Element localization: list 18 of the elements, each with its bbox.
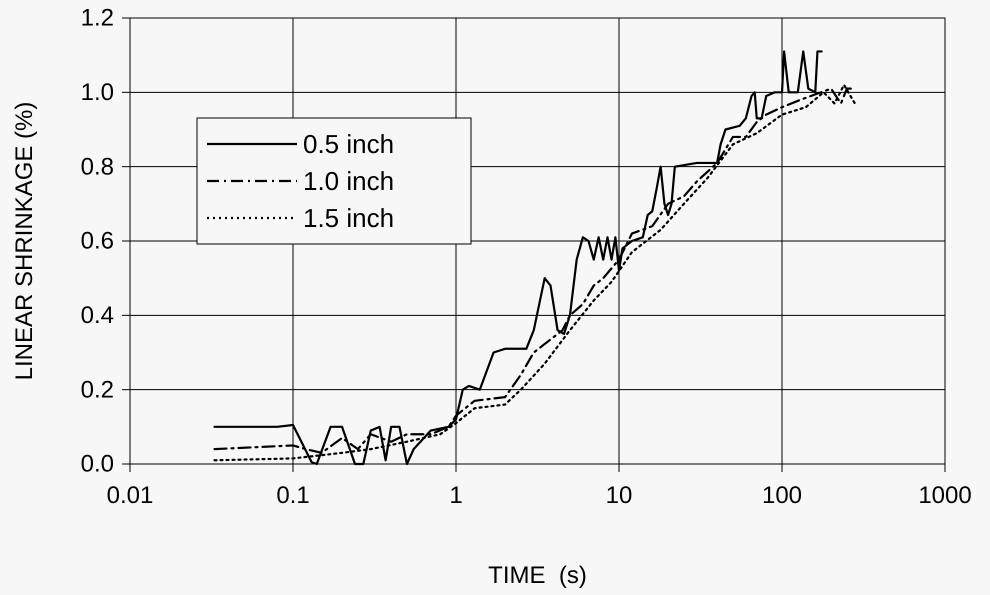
x-tick-label: 1 — [449, 482, 463, 510]
x-tick-label: 10 — [606, 482, 632, 510]
y-axis-title: LINEAR SHRINKAGE (%) — [11, 102, 38, 380]
y-tick-label: 0.6 — [80, 228, 114, 255]
y-tick-label: 0.4 — [80, 302, 114, 330]
legend-label: 1.0 inch — [303, 166, 394, 196]
y-tick-label: 0.0 — [80, 450, 114, 478]
legend-label: 1.5 inch — [303, 203, 394, 233]
y-tick-label: 0.8 — [80, 153, 114, 180]
x-axis-title: TIME (s) — [488, 562, 587, 589]
x-tick-label: 0.1 — [276, 482, 310, 510]
legend-label: 0.5 inch — [303, 129, 394, 159]
x-tick-label: 1000 — [918, 482, 972, 510]
y-tick-label: 1.0 — [80, 79, 114, 106]
x-tick-label: 0.01 — [106, 482, 154, 510]
x-tick-label: 100 — [762, 482, 802, 510]
y-tick-label: 1.2 — [80, 4, 114, 32]
y-tick-label: 0.2 — [80, 376, 114, 404]
